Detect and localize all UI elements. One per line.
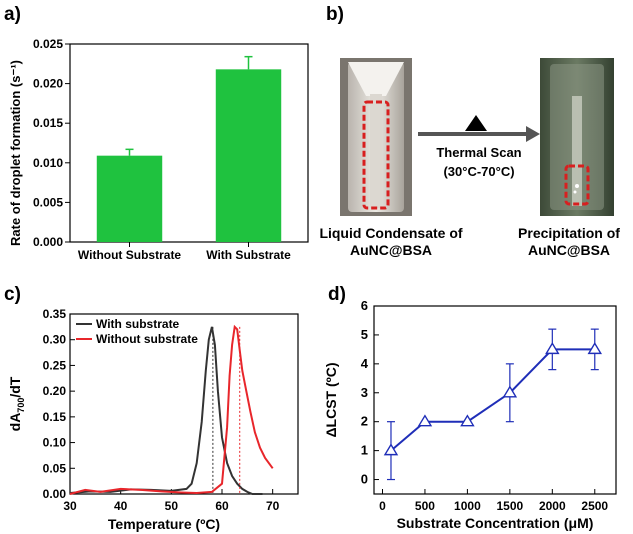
- x-tick-label: With Substrate: [206, 248, 291, 262]
- y-tick-label: 5: [361, 327, 368, 342]
- panel-d-letter: d): [328, 284, 346, 305]
- x-tick-label: 30: [63, 499, 77, 513]
- y-tick-label: 4: [361, 356, 369, 371]
- series-line: [390, 348, 595, 452]
- y-tick-label: 0.05: [43, 461, 67, 475]
- y-tick-label: 0.015: [33, 116, 63, 130]
- plot-frame: [69, 43, 309, 243]
- bar: [215, 69, 282, 243]
- y-axis-label: ΔLCST (ºC): [323, 362, 339, 437]
- x-axis-label: Temperature (ºC): [108, 516, 220, 532]
- right-caption-line1: Precipitation of: [518, 225, 620, 241]
- x-tick-label: 60: [215, 499, 229, 513]
- y-axis-label: Rate of droplet formation (s⁻¹): [8, 60, 23, 246]
- right-caption-line2: AuNC@BSA: [527, 242, 611, 258]
- vial-photo-liquid-condensate: [340, 58, 412, 216]
- y-tick-label: 0.30: [43, 333, 67, 347]
- data-point-triangle: [545, 342, 560, 355]
- thermal-scan-range: (30°C-70°C): [443, 164, 515, 179]
- panel-c-letter: c): [4, 284, 21, 305]
- x-tick-label: Without Substrate: [78, 248, 182, 262]
- thermal-scan-arrow: [418, 126, 540, 142]
- heat-triangle-icon: [465, 115, 487, 131]
- panel-a-letter: a): [4, 4, 21, 25]
- x-tick-label: 2000: [539, 499, 566, 513]
- plot-frame: [373, 305, 617, 495]
- y-tick-label: 2: [361, 414, 368, 429]
- x-tick-label: 0: [379, 499, 386, 513]
- y-tick-label: 0.25: [43, 358, 67, 372]
- y-tick-label: 0.005: [33, 195, 63, 209]
- right-caption: Precipitation of AuNC@BSA: [505, 225, 633, 259]
- x-tick-label: 50: [165, 499, 179, 513]
- data-point-triangle: [502, 385, 518, 398]
- x-tick-label: 2500: [581, 499, 608, 513]
- y-tick-label: 3: [361, 385, 368, 400]
- x-tick-label: 500: [415, 499, 435, 513]
- y-tick-label: 0: [361, 472, 368, 487]
- bar: [96, 155, 163, 242]
- x-tick-label: 1000: [454, 499, 481, 513]
- y-tick-label: 0.20: [43, 384, 67, 398]
- data-point-triangle: [460, 414, 475, 427]
- left-caption-line2: AuNC@BSA: [349, 242, 433, 258]
- left-caption-line1: Liquid Condensate of: [319, 225, 463, 241]
- series-line: [69, 326, 263, 495]
- x-axis-label: Substrate Concentration (μM): [397, 515, 594, 531]
- data-point-triangle: [383, 443, 399, 456]
- series-line: [69, 324, 274, 495]
- left-caption: Liquid Condensate of AuNC@BSA: [310, 225, 472, 259]
- y-tick-label: 0.000: [33, 235, 63, 249]
- y-tick-label: 0.00: [43, 487, 67, 501]
- y-tick-label: 0.35: [43, 307, 67, 321]
- line-chart-derivative-absorbance: 0.00 0.05 0.10 0.15 0.20 0.25 0.30 0.35 30 40 50 60…: [7, 307, 299, 532]
- line-chart-delta-lcst: 0 1 2 3 4 5 6 0 500 1000 1500 2000 2500 ΔLCST (ºC) Sub…: [323, 298, 617, 531]
- y-tick-label: 0.025: [33, 37, 63, 51]
- legend-label: Without substrate: [96, 332, 198, 346]
- data-point-triangle: [587, 342, 603, 355]
- y-tick-label: 0.020: [33, 77, 63, 91]
- bar-chart-droplet-rate: 0.000 0.005 0.010 0.015 0.020 0.025 Without Su…: [8, 37, 309, 262]
- y-tick-label: 1: [361, 443, 368, 458]
- y-axis-label: dA700/dT: [7, 376, 26, 431]
- y-tick-label: 0.010: [33, 156, 63, 170]
- y-tick-label: 0.10: [43, 436, 67, 450]
- vial-photo-precipitation: [540, 58, 614, 216]
- thermal-scan-label: Thermal Scan: [436, 145, 522, 160]
- y-tick-label: 6: [361, 298, 368, 313]
- x-tick-label: 70: [266, 499, 280, 513]
- panel-b-letter: b): [326, 4, 344, 25]
- data-point-triangle: [417, 414, 433, 427]
- y-tick-label: 0.15: [43, 410, 67, 424]
- x-tick-label: 40: [114, 499, 128, 513]
- plot-frame: [69, 313, 299, 495]
- legend-label: With substrate: [96, 317, 180, 331]
- x-tick-label: 1500: [497, 499, 524, 513]
